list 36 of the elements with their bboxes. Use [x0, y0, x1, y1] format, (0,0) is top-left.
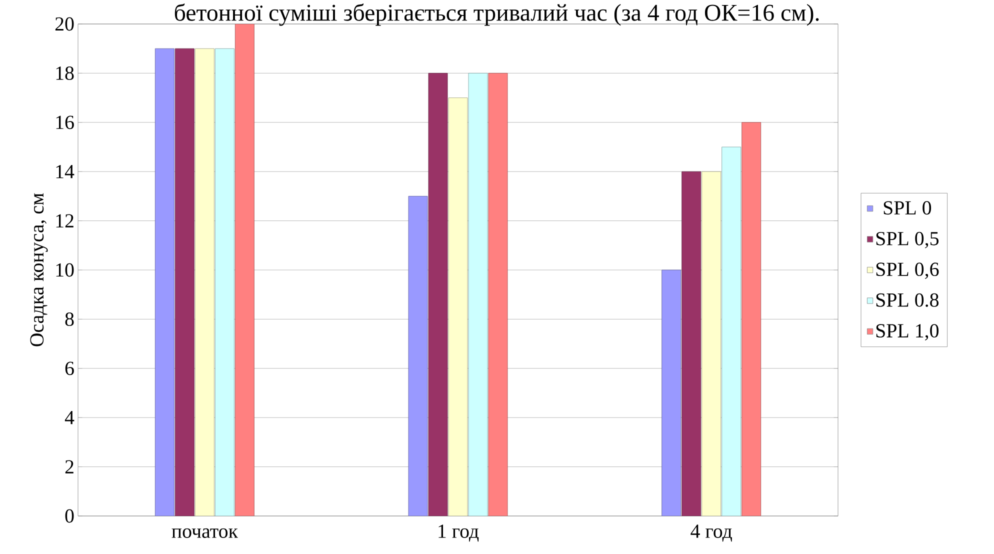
x-tick-label: 1 год [438, 524, 479, 542]
legend-label: SPL 0.8 [876, 293, 939, 307]
y-tick-label: 18 [56, 66, 74, 80]
bar [234, 24, 254, 516]
legend-label: SPL 1,0 [876, 324, 939, 340]
annotation: бетонної суміші зберігається тривалий час (за 4 год ОК=16 см). [174, 4, 819, 26]
legend-label: SPL 0,6 [876, 262, 939, 279]
bar [214, 48, 234, 516]
y-tick-label: 4 [64, 411, 74, 424]
bar [702, 171, 722, 516]
bar [448, 98, 468, 516]
y-tick-label: 14 [56, 165, 74, 178]
bar [154, 48, 174, 516]
y-tick-label: 6 [65, 362, 74, 376]
bar [428, 72, 448, 516]
y-tick-label: 8 [65, 312, 74, 326]
y-tick-label: 10 [56, 263, 74, 277]
bar [742, 122, 762, 516]
y-axis-title: Осадка конуса, см [30, 193, 48, 346]
bar [194, 48, 214, 516]
bar [682, 171, 702, 516]
bar [722, 146, 742, 516]
y-tick-label: 20 [55, 17, 74, 31]
legend-label: SPL 0 [884, 201, 932, 215]
x-tick-label: 4 год [690, 524, 732, 542]
bar [408, 196, 428, 516]
y-tick-label: 2 [65, 460, 74, 474]
bar [174, 48, 194, 516]
bar [662, 270, 682, 516]
bar [488, 72, 508, 516]
y-tick-label: 12 [56, 214, 74, 228]
y-tick-label: 16 [56, 116, 74, 130]
legend-label: SPL 0,5 [876, 232, 939, 248]
y-tick-label: 0 [65, 509, 74, 523]
bar [468, 72, 488, 516]
x-tick-label: початок [172, 528, 238, 538]
